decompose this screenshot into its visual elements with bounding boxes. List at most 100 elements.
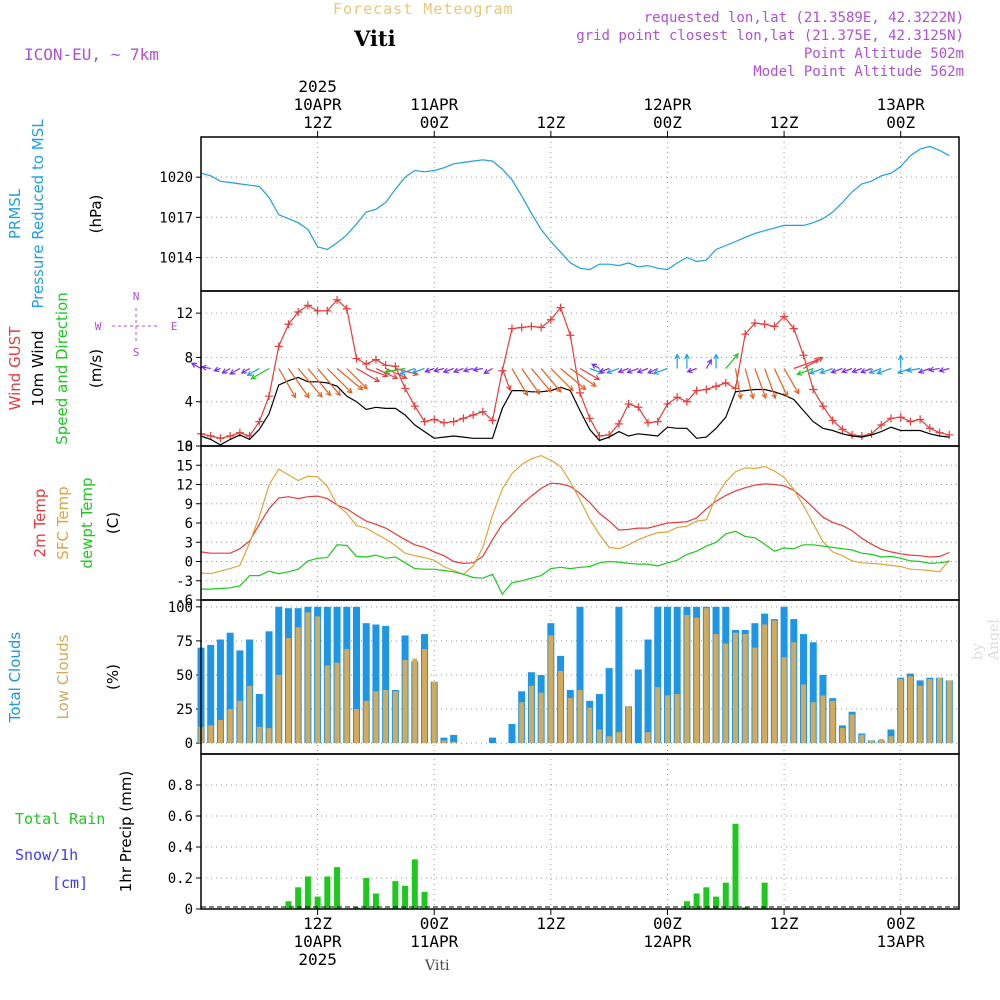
gust-marker [838, 425, 847, 434]
wind-arrow [385, 367, 406, 373]
wind-arrowhead [817, 356, 824, 363]
gust-marker [818, 402, 827, 411]
gust-marker [789, 324, 798, 333]
wind-arrow [764, 368, 776, 399]
bar-low-clouds [771, 620, 777, 744]
model-point-altitude: Model Point Altitude 562m [753, 64, 964, 80]
wind-arrow [591, 363, 600, 370]
wind-arrowhead [796, 370, 803, 376]
gust-marker [576, 388, 584, 397]
wind-arrowhead [335, 390, 341, 397]
requested-coords: requested lon,lat (21.3589E, 42.3222N) [643, 10, 964, 26]
bar-total-rain [761, 882, 768, 909]
time-label-top: 13APR [877, 95, 926, 114]
wind-arrowhead [567, 385, 574, 392]
gust-marker [634, 403, 643, 412]
bar-total-rain [732, 823, 739, 909]
bar-low-clouds [946, 680, 952, 744]
bar-low-clouds [412, 658, 418, 744]
gust-marker [682, 397, 691, 406]
gust-marker [614, 419, 623, 428]
wind-arrowhead [384, 368, 391, 375]
bar-low-clouds [655, 687, 661, 744]
wind-arrowhead [401, 373, 408, 380]
bar-low-clouds [558, 670, 564, 744]
bar-low-clouds [801, 684, 807, 744]
gust-marker [342, 304, 351, 313]
wind-arrow [869, 367, 882, 374]
time-label-top: 10APR [294, 95, 343, 114]
bar-low-clouds [363, 700, 369, 744]
bar-total-clouds [595, 694, 603, 744]
bar-low-clouds [548, 635, 554, 744]
wind-arrowhead [868, 368, 875, 375]
wind-arrowhead [927, 366, 935, 373]
bar-total-rain [334, 867, 341, 909]
bar-total-clouds [265, 631, 273, 744]
y-tick-label: -3 [176, 574, 193, 590]
wind-arrowhead [442, 367, 449, 374]
bar-low-clouds [295, 627, 301, 744]
y-tick-label: 12 [176, 478, 193, 494]
wind-arrow [907, 367, 921, 372]
bar-total-clouds [372, 624, 380, 744]
bar-total-rain [372, 893, 379, 909]
gust-marker [712, 382, 721, 391]
bar-total-clouds [605, 668, 613, 744]
wind-arrow [278, 368, 297, 398]
wind-arrowhead [229, 369, 236, 375]
wind-arrow [385, 367, 407, 379]
wind-arrow [241, 367, 250, 374]
wind-arrow [511, 368, 528, 396]
bar-low-clouds [791, 642, 797, 744]
wind-arrowhead [424, 367, 431, 374]
bar-total-clouds [673, 606, 681, 744]
gust-marker [692, 386, 701, 395]
wind-arrowhead [598, 367, 605, 374]
time-label-bottom: 12Z [770, 914, 799, 933]
bar-total-clouds [615, 606, 623, 744]
wind-arrow [687, 367, 697, 373]
y-tick-label: 0 [185, 555, 193, 571]
bar-low-clouds [208, 725, 214, 744]
wind-arrowhead [472, 366, 479, 373]
time-label-bottom: 2025 [298, 950, 337, 969]
gust-marker [517, 323, 526, 332]
wind-arrowhead [240, 368, 247, 374]
gust-marker [498, 366, 507, 375]
gust-marker [469, 411, 478, 419]
y-tick-label: 0 [185, 439, 193, 455]
panel-label: Total Clouds [6, 632, 24, 724]
wind-arrowhead [506, 385, 512, 392]
compass-cross [112, 308, 160, 344]
bar-total-clouds [226, 632, 234, 744]
bar-total-clouds [450, 734, 458, 744]
time-label-bottom: 00Z [886, 914, 915, 933]
wind-arrowhead [304, 392, 310, 399]
bar-total-rain [742, 907, 749, 909]
time-label-top: 00Z [886, 113, 915, 132]
y-tick-label: 4 [185, 395, 193, 411]
wind-arrowhead [938, 367, 945, 373]
gust-marker [809, 385, 818, 394]
wind-arrowhead [917, 368, 925, 374]
bar-low-clouds [402, 659, 408, 744]
bar-low-clouds [587, 707, 593, 744]
gust-marker [371, 355, 380, 364]
bar-low-clouds [441, 740, 447, 744]
bar-total-rain [324, 876, 331, 909]
gust-marker [265, 392, 274, 401]
y-tick-label: 18 [176, 439, 193, 455]
gust-marker [828, 416, 837, 425]
wind-arrow [434, 367, 445, 372]
gust-marker [488, 416, 497, 425]
wind-arrowhead [617, 367, 624, 374]
bar-total-clouds [352, 606, 360, 744]
bar-total-rain [353, 907, 360, 909]
wind-arrowhead [733, 352, 739, 359]
unit-label: (C) [104, 512, 122, 534]
bar-low-clouds [217, 719, 223, 744]
bar-low-clouds [247, 685, 253, 744]
gust-marker [673, 393, 682, 402]
wind-arrow [852, 367, 863, 373]
